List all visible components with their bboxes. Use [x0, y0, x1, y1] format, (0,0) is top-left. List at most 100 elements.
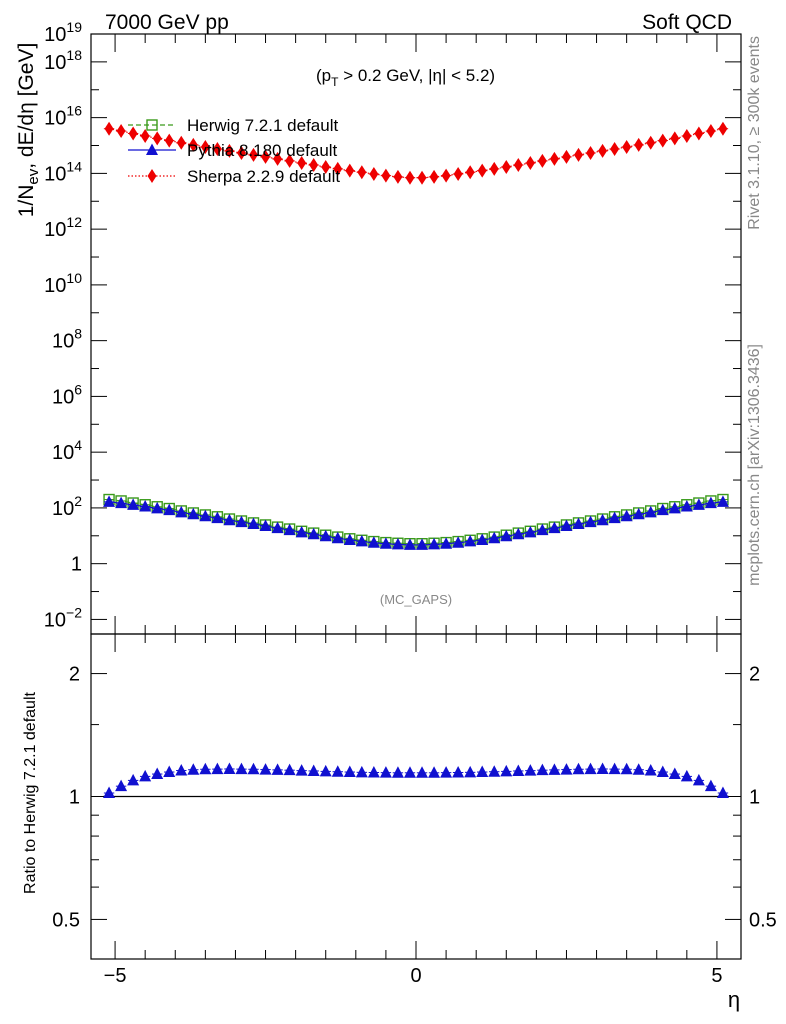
sherpa-point	[501, 159, 511, 174]
pythia-point	[151, 501, 164, 514]
pythia-ratio-point	[259, 763, 272, 775]
herwig-line	[108, 498, 724, 545]
sherpa-point	[477, 163, 487, 178]
pythia-ratio-point	[235, 762, 248, 775]
pythia-ratio-point	[416, 766, 429, 778]
pythia-line	[108, 501, 724, 546]
pythia-ratio-point	[560, 763, 573, 775]
legend-sherpa-label: Sherpa 2.2.9 default	[187, 167, 340, 186]
sherpa-point	[200, 140, 210, 155]
sherpa-point	[670, 131, 680, 146]
pythia-ratio-point	[319, 764, 332, 777]
pythia-point	[343, 533, 356, 545]
pythia-point	[103, 495, 116, 507]
pythia-point	[548, 521, 561, 534]
sherpa-point	[285, 153, 295, 168]
pythia-point	[391, 537, 404, 550]
main-x-ticks	[114, 34, 718, 634]
pythia-point	[187, 507, 200, 520]
sherpa-point	[525, 156, 535, 171]
pythia-ratio-point	[656, 765, 669, 778]
pythia-ratio-point	[512, 764, 525, 776]
pythia-ratio-point	[343, 765, 356, 778]
sherpa-point	[381, 168, 391, 183]
pythia-ratio-point	[391, 766, 404, 778]
pythia-ratio-point	[115, 779, 128, 792]
pythia-point	[452, 536, 465, 548]
pythia-ratio-point	[488, 765, 501, 777]
pythia-point	[259, 519, 272, 532]
pythia-ratio-point	[355, 765, 368, 778]
sherpa-point	[345, 163, 355, 178]
pythia-ratio-point	[283, 763, 296, 776]
pythia-point	[512, 527, 525, 540]
pythia-point	[416, 538, 429, 550]
ratio-y-tick-label: 1	[69, 787, 80, 809]
legend-herwig-label: Herwig 7.2.1 default	[187, 116, 338, 135]
main-y-tick-label: 108	[52, 326, 82, 353]
header-right-label: Soft QCD	[642, 11, 732, 34]
sherpa-point	[453, 167, 463, 182]
x-tick-label: 0	[410, 965, 421, 987]
pythia-ratio-point	[584, 762, 597, 775]
main-y-tick-label: 1019	[44, 19, 82, 46]
ratio-y-ticks: 0.5 0.5 1 1 2 2	[52, 664, 777, 932]
pythia-point	[656, 503, 669, 516]
pythia-ratio-point	[536, 763, 549, 776]
main-y-tick-label: 1	[71, 554, 82, 576]
pythia-point	[488, 531, 501, 544]
sherpa-point	[658, 133, 668, 148]
pythia-point	[716, 495, 729, 507]
pythia-ratio-point	[464, 765, 477, 778]
pythia-point	[211, 511, 224, 524]
pythia-ratio-point	[500, 764, 513, 777]
legend: Herwig 7.2.1 default Pythia 8.180 default…	[128, 116, 340, 186]
sherpa-point	[513, 157, 523, 172]
sherpa-point	[152, 131, 162, 146]
pythia-ratio-point	[307, 764, 320, 776]
header-left-label: 7000 GeV pp	[105, 11, 229, 34]
pythia-ratio-point	[199, 762, 212, 775]
pythia-ratio-point	[452, 765, 465, 778]
pythia-point	[175, 505, 188, 518]
sherpa-point	[224, 143, 234, 158]
main-series	[103, 121, 729, 550]
sherpa-point	[176, 135, 186, 150]
ratio-y-axis-label: Ratio to Herwig 7.2.1 default	[22, 692, 39, 894]
sherpa-point	[104, 121, 114, 136]
sherpa-point	[610, 141, 620, 156]
sherpa-point	[249, 147, 258, 162]
pythia-ratio-point	[620, 762, 633, 775]
sherpa-point	[718, 121, 728, 136]
legend-herwig-marker	[146, 119, 158, 131]
pythia-ratio-point	[151, 767, 164, 780]
sherpa-point	[417, 170, 427, 185]
cut-annotation: (pT > 0.2 GeV, |η| < 5.2)	[316, 66, 495, 89]
analysis-watermark: (MC_GAPS)	[380, 592, 452, 607]
ratio-x-ticks: −5 0 5	[104, 634, 722, 987]
sherpa-point	[598, 143, 608, 158]
main-panel: 10−2 1 102 104 106 108 1010 1012 1014 1016 1018101…	[15, 19, 742, 635]
pythia-point	[500, 529, 513, 542]
sherpa-point	[586, 145, 596, 160]
pythia-point	[379, 537, 392, 549]
pythia-ratio-point	[103, 786, 116, 798]
sherpa-point	[489, 161, 499, 176]
sherpa-point	[321, 159, 331, 174]
ratio-y-tick-label-right: 1	[749, 787, 760, 809]
pythia-point	[536, 523, 549, 536]
pythia-point	[692, 498, 705, 510]
pythia-point	[476, 533, 489, 545]
ratio-y-tick-label: 0.5	[52, 909, 80, 931]
x-tick-label: 5	[711, 965, 722, 987]
pythia-point	[668, 501, 681, 514]
sherpa-point	[261, 149, 271, 164]
sherpa-point	[441, 168, 451, 183]
pythia-point	[139, 500, 152, 512]
pythia-ratio-point	[548, 763, 561, 775]
pythia-point	[235, 515, 248, 528]
pythia-ratio-point	[680, 769, 693, 782]
sherpa-point	[369, 167, 379, 182]
ratio-y-tick-label-right: 0.5	[749, 909, 777, 931]
pythia-ratio-point	[572, 762, 585, 775]
